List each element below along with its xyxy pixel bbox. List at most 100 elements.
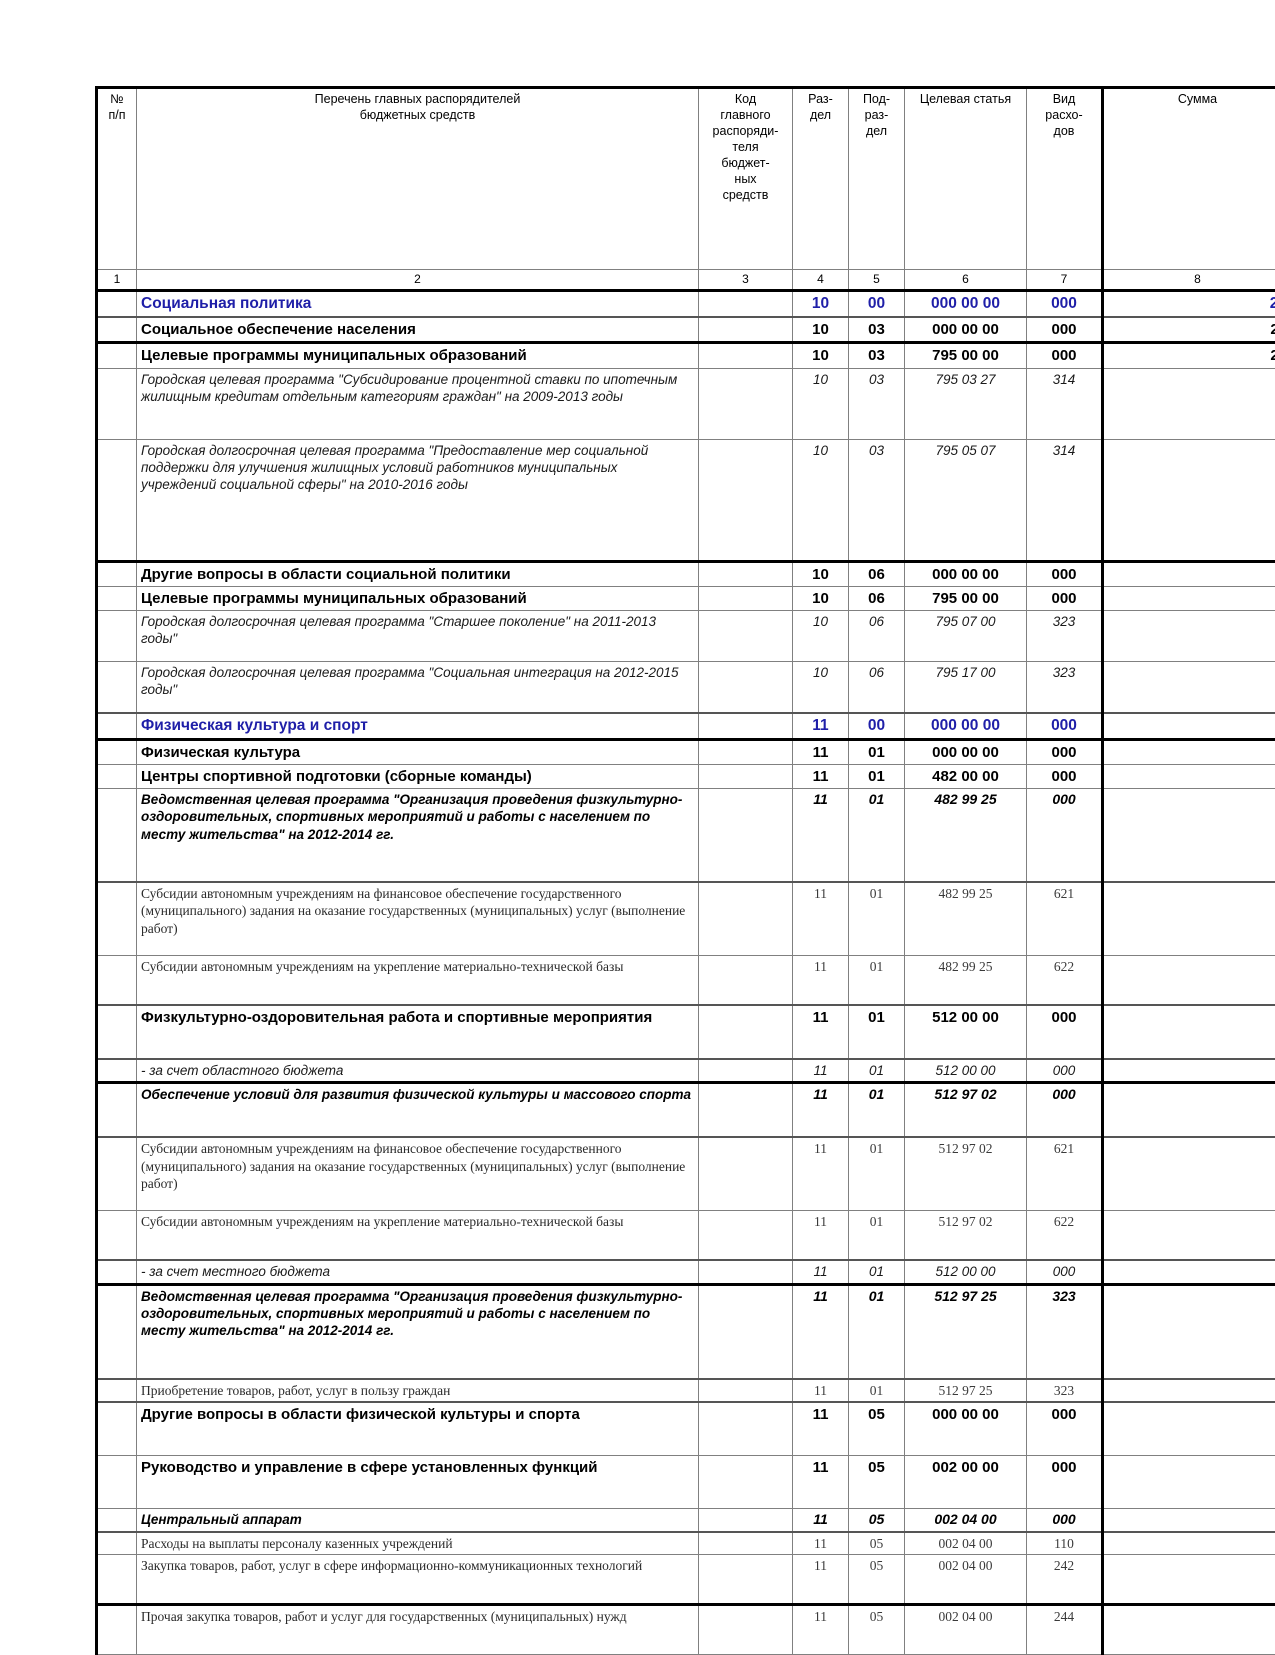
row-podrazdel: 01 — [849, 1211, 905, 1261]
row-code — [699, 956, 793, 1006]
table-row[interactable]: Прочая закупка товаров, работ и услуг дл… — [97, 1605, 1275, 1655]
table-row[interactable]: Ведомственная целевая программа "Организ… — [97, 789, 1275, 883]
row-article: 512 97 02 — [905, 1211, 1027, 1261]
row-index — [97, 713, 137, 739]
row-code — [699, 586, 793, 610]
row-code — [699, 343, 793, 368]
row-razdel: 11 — [793, 1083, 849, 1138]
table-row[interactable]: Целевые программы муниципальных образова… — [97, 343, 1275, 368]
row-summa — [1103, 1379, 1275, 1402]
row-name: Ведомственная целевая программа "Организ… — [137, 789, 699, 883]
table-row[interactable]: Субсидии автономным учреждениям на укреп… — [97, 1211, 1275, 1261]
row-razdel: 11 — [793, 1532, 849, 1555]
row-podrazdel: 06 — [849, 561, 905, 586]
colnum-6: 6 — [905, 270, 1027, 291]
row-name: Прочая закупка товаров, работ и услуг дл… — [137, 1605, 699, 1655]
row-code — [699, 1455, 793, 1508]
table-row[interactable]: Закупка товаров, работ, услуг в сфере ин… — [97, 1555, 1275, 1605]
row-article: 000 00 00 — [905, 739, 1027, 764]
row-razdel: 10 — [793, 586, 849, 610]
colnum-3: 3 — [699, 270, 793, 291]
row-podrazdel: 05 — [849, 1508, 905, 1531]
header-cell-podrazdel: Под-раз-дел — [849, 88, 905, 270]
row-article: 000 00 00 — [905, 291, 1027, 317]
row-razdel: 11 — [793, 1059, 849, 1083]
row-article: 512 97 02 — [905, 1083, 1027, 1138]
row-vid: 314 — [1027, 439, 1103, 561]
row-index — [97, 764, 137, 788]
row-code — [699, 1137, 793, 1211]
row-summa: 1 — [1103, 1402, 1275, 1456]
row-vid: 323 — [1027, 610, 1103, 661]
row-razdel: 11 — [793, 739, 849, 764]
table-row[interactable]: Центры спортивной подготовки (сборные ко… — [97, 764, 1275, 788]
row-article: 000 00 00 — [905, 561, 1027, 586]
row-podrazdel: 06 — [849, 586, 905, 610]
row-summa: 23 — [1103, 317, 1275, 343]
table-row[interactable]: Ведомственная целевая программа "Организ… — [97, 1284, 1275, 1379]
colnum-4: 4 — [793, 270, 849, 291]
table-row[interactable]: Городская целевая программа "Субсидирова… — [97, 368, 1275, 439]
row-podrazdel: 01 — [849, 1083, 905, 1138]
table-row[interactable]: Руководство и управление в сфере установ… — [97, 1455, 1275, 1508]
row-vid: 244 — [1027, 1605, 1103, 1655]
row-podrazdel: 03 — [849, 317, 905, 343]
row-article: 795 07 00 — [905, 610, 1027, 661]
header-line: Под- — [853, 91, 900, 107]
row-podrazdel: 05 — [849, 1605, 905, 1655]
table-row[interactable]: Субсидии автономным учреждениям на укреп… — [97, 956, 1275, 1006]
table-row[interactable]: Городская долгосрочная целевая программа… — [97, 610, 1275, 661]
row-index — [97, 1137, 137, 1211]
row-vid: 000 — [1027, 764, 1103, 788]
table-row[interactable]: Субсидии автономным учреждениям на финан… — [97, 1137, 1275, 1211]
row-podrazdel: 03 — [849, 368, 905, 439]
row-code — [699, 561, 793, 586]
header-line: Код — [703, 91, 788, 107]
row-name: - за счет областного бюджета — [137, 1059, 699, 1083]
row-name: Закупка товаров, работ, услуг в сфере ин… — [137, 1555, 699, 1605]
header-line: ных — [703, 171, 788, 187]
table-row[interactable]: Другие вопросы в области физической куль… — [97, 1402, 1275, 1456]
row-name: Центральный аппарат — [137, 1508, 699, 1531]
row-name: Центры спортивной подготовки (сборные ко… — [137, 764, 699, 788]
table-row[interactable]: Субсидии автономным учреждениям на финан… — [97, 882, 1275, 956]
row-vid: 621 — [1027, 882, 1103, 956]
header-line: Раз- — [797, 91, 844, 107]
header-line: Вид — [1031, 91, 1097, 107]
table-row[interactable]: Приобретение товаров, работ, услуг в пол… — [97, 1379, 1275, 1402]
row-code — [699, 1059, 793, 1083]
row-summa — [1103, 789, 1275, 883]
table-row[interactable]: Городская долгосрочная целевая программа… — [97, 439, 1275, 561]
table-row[interactable]: Городская долгосрочная целевая программа… — [97, 661, 1275, 713]
header-line: главного — [703, 107, 788, 123]
table-row[interactable]: Обеспечение условий для развития физичес… — [97, 1083, 1275, 1138]
row-summa — [1103, 1605, 1275, 1655]
row-article: 795 03 27 — [905, 368, 1027, 439]
row-vid: 622 — [1027, 1211, 1103, 1261]
row-name: - за счет местного бюджета — [137, 1260, 699, 1284]
row-summa: 3 — [1103, 739, 1275, 764]
row-razdel: 11 — [793, 1508, 849, 1531]
table-row[interactable]: Физкультурно-оздоровительная работа и сп… — [97, 1005, 1275, 1059]
row-code — [699, 1379, 793, 1402]
row-razdel: 11 — [793, 1379, 849, 1402]
row-name: Приобретение товаров, работ, услуг в пол… — [137, 1379, 699, 1402]
table-row[interactable]: Другие вопросы в области социальной поли… — [97, 561, 1275, 586]
table-row[interactable]: Целевые программы муниципальных образова… — [97, 586, 1275, 610]
row-article: 795 00 00 — [905, 343, 1027, 368]
row-name: Субсидии автономным учреждениям на финан… — [137, 1137, 699, 1211]
row-article: 000 00 00 — [905, 1402, 1027, 1456]
row-razdel: 10 — [793, 561, 849, 586]
table-row[interactable]: Расходы на выплаты персоналу казенных уч… — [97, 1532, 1275, 1555]
row-razdel: 10 — [793, 343, 849, 368]
